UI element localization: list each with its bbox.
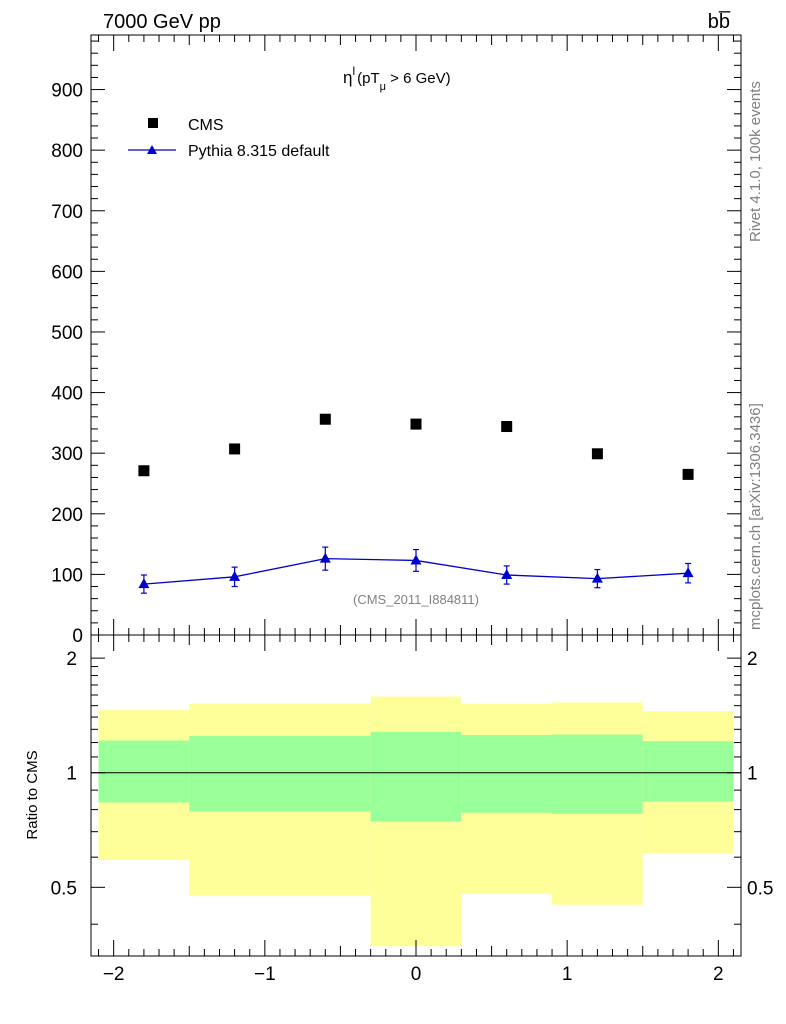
- cms-data-point: [592, 448, 603, 459]
- ratio-stat-uncertainty-band: [189, 736, 370, 812]
- title-open: (pT: [357, 70, 380, 87]
- main-ytick-label: 800: [51, 141, 83, 162]
- legend: CMS Pythia 8.315 default: [128, 117, 330, 160]
- process-label: bb̅: [708, 10, 731, 33]
- xtick-label: 2: [713, 964, 724, 985]
- main-ytick-label: 200: [51, 505, 83, 526]
- main-ytick-label: 300: [51, 444, 83, 465]
- main-ytick-label: 500: [51, 323, 83, 344]
- ratio-ytick-label-left: 1: [66, 764, 77, 785]
- ratio-ytick-label-right: 2: [747, 649, 758, 670]
- xtick-label: −1: [254, 964, 276, 985]
- main-ytick-label: 400: [51, 384, 83, 405]
- mcplots-label: mcplots.cern.ch [arXiv:1306.3436]: [747, 403, 764, 630]
- energy-label: 7000 GeV pp: [103, 11, 221, 33]
- pythia-data-point: [683, 567, 694, 577]
- ratio-stat-uncertainty-band: [99, 741, 190, 803]
- ratio-ylabel: Ratio to CMS: [24, 750, 41, 839]
- legend-cms-marker: [148, 118, 158, 128]
- main-ytick-label: 900: [51, 81, 83, 102]
- plot-canvas: 7000 GeV pp bb̅ Rivet 4.1.0, 100k events…: [0, 0, 786, 1024]
- pythia-data-point: [320, 553, 331, 563]
- ratio-stat-uncertainty-band: [552, 734, 643, 813]
- ratio-ytick-label-right: 1: [747, 764, 758, 785]
- pythia-data-point: [592, 573, 603, 583]
- ratio-stat-uncertainty-band: [461, 735, 552, 813]
- main-plot-content: [138, 414, 693, 593]
- main-ytick-label: 0: [72, 626, 83, 647]
- title-superscript: l: [352, 64, 355, 78]
- rivet-version-label: Rivet 4.1.0, 100k events: [747, 81, 764, 242]
- xtick-label: −2: [103, 964, 125, 985]
- cms-data-point: [501, 421, 512, 432]
- ratio-stat-uncertainty-band: [371, 732, 462, 821]
- ratio-stat-uncertainty-band: [643, 741, 734, 801]
- cms-data-point: [138, 465, 149, 476]
- ratio-ytick-label-right: 0.5: [747, 878, 773, 899]
- legend-cms-label: CMS: [188, 117, 224, 134]
- ratio-bands: [99, 697, 734, 947]
- analysis-watermark: (CMS_2011_I884811): [353, 592, 479, 607]
- xtick-label: 0: [411, 964, 422, 985]
- cms-data-point: [229, 443, 240, 454]
- cms-data-point: [411, 419, 422, 430]
- main-ytick-label: 700: [51, 202, 83, 223]
- legend-pythia-label: Pythia 8.315 default: [188, 143, 330, 160]
- cms-data-point: [320, 414, 331, 425]
- title-eta: η: [343, 68, 352, 87]
- ratio-ytick-label-left: 0.5: [51, 878, 77, 899]
- ratio-ytick-label-left: 2: [66, 649, 77, 670]
- pythia-data-point: [411, 554, 422, 564]
- xtick-label: 1: [562, 964, 573, 985]
- cms-data-point: [683, 469, 694, 480]
- pythia-data-point: [138, 578, 149, 588]
- main-panel: 0 100 200 300 400 500 600 700 800 900 ηl (pTμ > 6 …: [51, 35, 741, 647]
- ratio-panel: 0.5 0.5 1 1 2 2 −2 −1 0 1 2 Ratio to CMS: [24, 635, 773, 985]
- main-ytick-label: 100: [51, 565, 83, 586]
- main-title: ηl (pTμ > 6 GeV): [343, 64, 451, 93]
- main-ytick-label: 600: [51, 262, 83, 283]
- title-close: > 6 GeV): [386, 70, 451, 87]
